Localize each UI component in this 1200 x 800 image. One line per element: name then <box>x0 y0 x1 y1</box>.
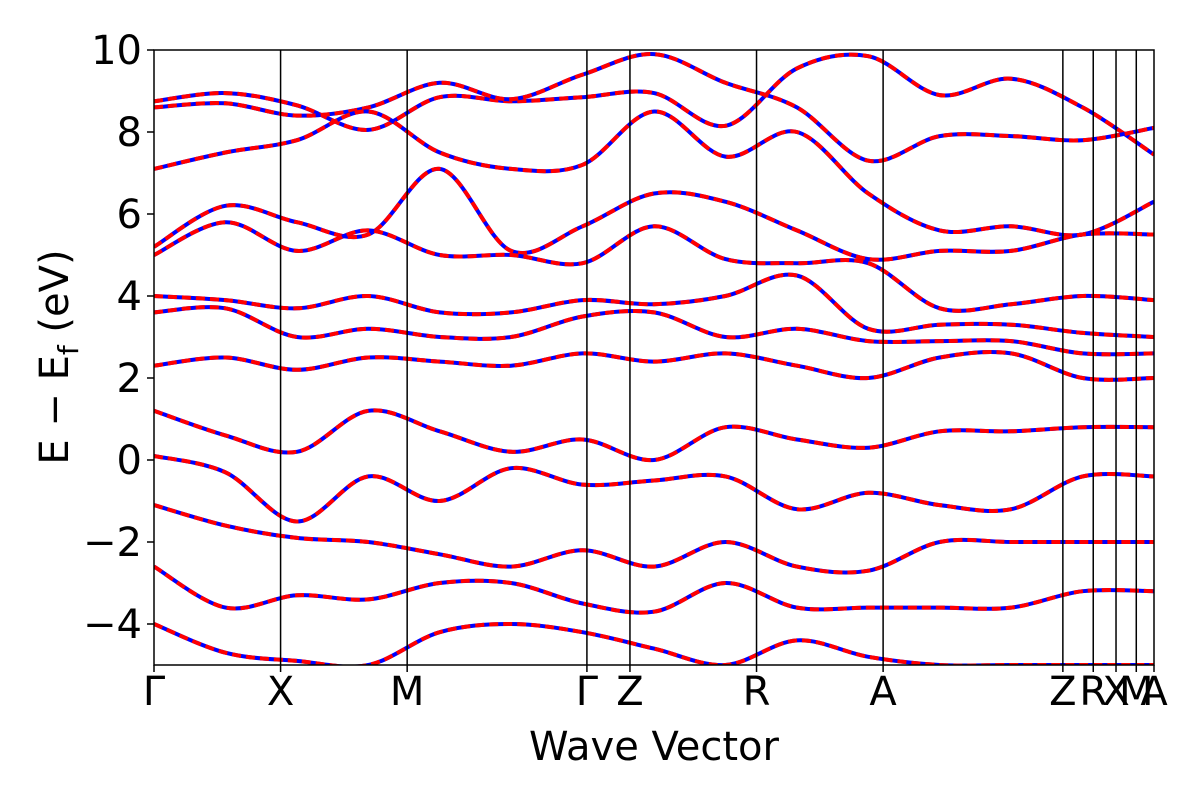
x-tick-label-11: M <box>1119 669 1154 715</box>
band-8-overlay <box>154 350 1154 382</box>
y-axis-title: E − Ef (eV) <box>32 249 85 464</box>
band-7-overlay <box>154 305 1154 357</box>
x-tick-label-10: X <box>1102 669 1129 715</box>
band-11-overlay <box>154 503 1154 575</box>
y-tick-label-4: 2 <box>117 356 142 402</box>
y-axis-title-sub: f <box>52 344 85 355</box>
x-axis-title: Wave Vector <box>529 724 780 770</box>
band-5-overlay <box>154 220 1154 313</box>
y-tick-label-6: 6 <box>117 192 142 238</box>
band-2-overlay <box>154 52 1154 164</box>
y-tick-label-5: 4 <box>117 274 142 320</box>
x-tick-label-9: R <box>1079 669 1107 715</box>
y-axis: −4 −2 0 2 4 6 8 10 <box>83 28 154 648</box>
y-tick-label-2: −2 <box>83 520 142 566</box>
y-tick-label-1: −4 <box>83 602 142 648</box>
band-13-overlay <box>154 621 1154 665</box>
x-tick-label-1: Γ <box>143 669 166 715</box>
y-tick-label-3: 0 <box>117 438 142 484</box>
bands-layer <box>154 52 1154 665</box>
plot-frame <box>153 49 1155 666</box>
x-tick-label-8: Z <box>1049 669 1076 715</box>
x-tick-label-12: A <box>1140 669 1168 715</box>
band-10-overlay <box>154 453 1154 524</box>
band-4-overlay <box>154 166 1154 262</box>
band-3-overlay <box>154 109 1154 238</box>
x-tick-label-7: A <box>869 669 897 715</box>
x-tick-label-6: R <box>743 669 771 715</box>
x-tick-label-2: X <box>267 669 294 715</box>
y-axis-title-unit: (eV) <box>32 249 78 345</box>
y-axis-title-main: E − E <box>32 355 78 465</box>
x-tick-label-4: Γ <box>576 669 599 715</box>
y-tick-label-8: 10 <box>91 28 142 74</box>
x-tick-label-5: Z <box>616 669 643 715</box>
band-6-overlay <box>154 272 1154 339</box>
band-12-overlay <box>154 564 1154 615</box>
kpoint-lines <box>279 50 1138 665</box>
x-tick-label-3: M <box>390 669 425 715</box>
band-9-overlay <box>154 408 1154 463</box>
y-tick-label-7: 8 <box>117 110 142 156</box>
